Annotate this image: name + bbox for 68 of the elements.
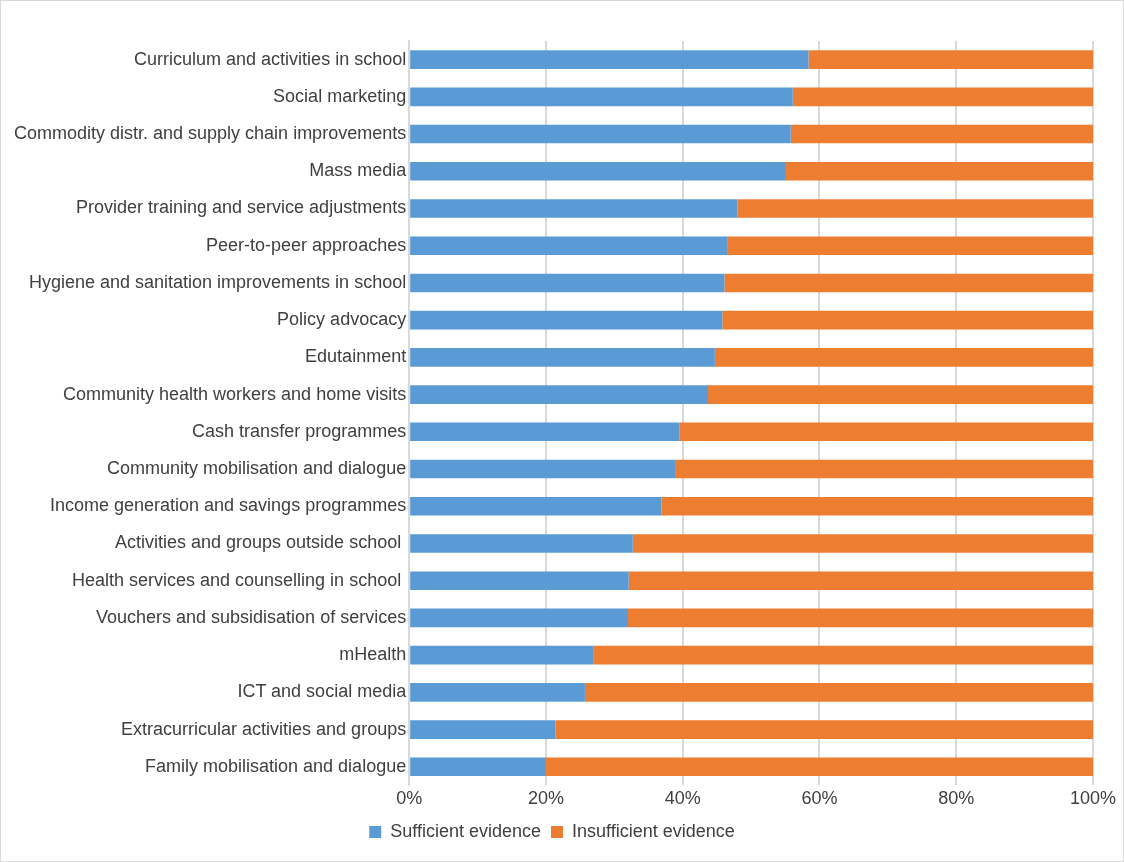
- y-tick-label: Edutainment: [305, 346, 407, 367]
- bar: [808, 50, 1093, 69]
- bar: [593, 645, 1093, 665]
- bar: [410, 385, 708, 404]
- bar: [410, 496, 662, 516]
- y-tick-label: Health services and counselling in school: [71, 569, 407, 590]
- bar: [545, 757, 1093, 777]
- bar: [410, 124, 791, 144]
- y-tick-label: ICT and social media: [237, 681, 408, 702]
- x-tick-label: 0%: [396, 788, 423, 809]
- y-tick-label: Commodity distr. and supply chain improvements: [14, 123, 407, 144]
- bar: [410, 459, 676, 479]
- bar: [632, 534, 1093, 553]
- y-tick-label: Community health workers and home visits: [63, 383, 407, 404]
- bar: [410, 273, 725, 293]
- bar: [410, 348, 715, 367]
- y-tick-label: Vouchers and subsidisation of services: [95, 606, 407, 627]
- bar: [410, 571, 629, 590]
- bar: [679, 422, 1093, 442]
- bar: [628, 571, 1093, 590]
- bar: [724, 273, 1093, 293]
- bar: [675, 459, 1093, 479]
- y-tick-label: Curriculum and activities in school: [134, 48, 407, 69]
- x-tick-label: 100%: [1069, 788, 1117, 809]
- bar: [790, 124, 1093, 144]
- bar: [792, 87, 1093, 107]
- legend-label: Sufficient evidence: [390, 820, 542, 841]
- bar: [708, 385, 1093, 404]
- bar: [410, 645, 594, 665]
- x-tick-label: 40%: [664, 788, 701, 809]
- x-tick-label: 60%: [801, 788, 838, 809]
- bar: [410, 720, 556, 739]
- y-tick-label: Hygiene and sanitation improvements in school: [28, 271, 407, 292]
- bar: [410, 50, 809, 69]
- bar: [714, 348, 1093, 367]
- bar: [410, 199, 738, 218]
- bar: [410, 236, 728, 256]
- y-tick-label: Cash transfer programmes: [192, 420, 407, 441]
- x-tick-label: 80%: [938, 788, 975, 809]
- bar: [727, 236, 1093, 256]
- y-tick-label: Community mobilisation and dialogue: [107, 458, 407, 478]
- y-tick-label: mHealth: [339, 644, 407, 665]
- y-tick-label: Extracurricular activities and groups: [121, 718, 407, 739]
- bar: [410, 87, 793, 107]
- y-tick-label: Family mobilisation and dialogue: [145, 755, 407, 776]
- y-tick-label: Mass media: [309, 160, 408, 181]
- bar: [584, 683, 1093, 702]
- bar: [722, 310, 1093, 330]
- bar: [410, 422, 680, 442]
- y-tick-label: Policy advocacy: [277, 309, 407, 330]
- bar: [410, 310, 723, 330]
- bar: [661, 496, 1093, 516]
- y-tick-label: Peer-to-peer approaches: [206, 234, 407, 255]
- bar: [410, 757, 546, 777]
- bar: [410, 683, 585, 702]
- x-tick-label: 20%: [527, 788, 564, 809]
- bar: [555, 720, 1093, 739]
- bar: [410, 534, 633, 553]
- legend-label: Insufficient evidence: [572, 820, 735, 841]
- bar: [785, 161, 1093, 181]
- bar: [627, 608, 1093, 628]
- bar: [410, 608, 628, 628]
- y-tick-label: Income generation and savings programmes: [49, 495, 407, 516]
- bar: [737, 199, 1093, 218]
- y-tick-label: Social marketing: [273, 85, 407, 106]
- y-tick-label: Provider training and service adjustments: [76, 197, 407, 218]
- y-tick-label: Activities and groups outside school: [115, 532, 407, 553]
- bar: [410, 161, 786, 181]
